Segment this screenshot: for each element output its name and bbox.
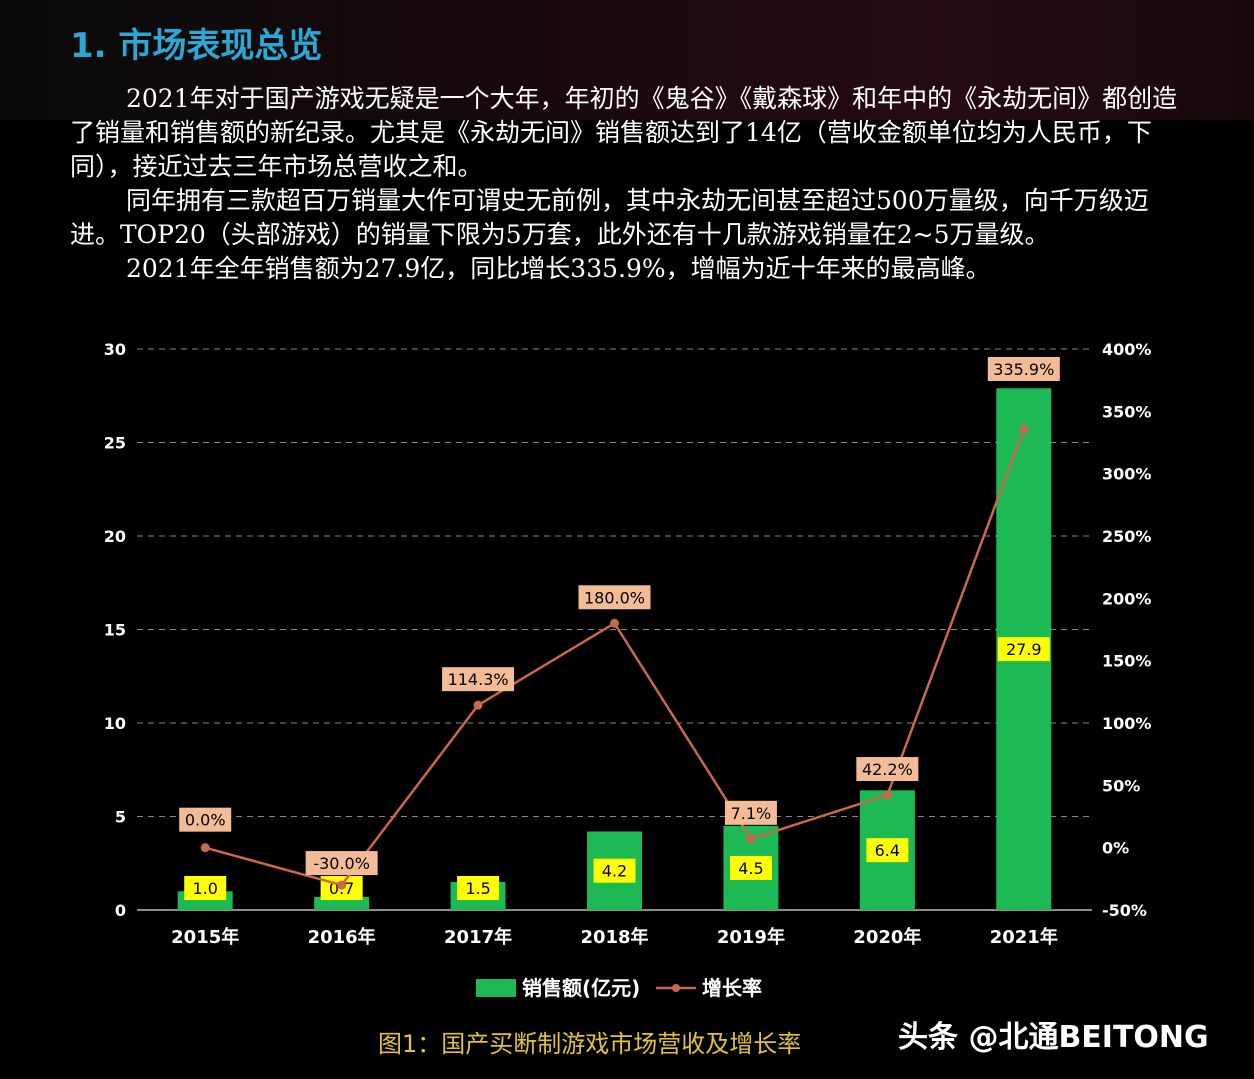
line-value-label: 0.0%	[185, 811, 226, 830]
line-label-bg	[442, 667, 515, 692]
paragraph: 2021年全年销售额为27.9亿，同比增长335.9%，增幅为近十年来的最高峰。	[126, 254, 991, 283]
y-right-tick-label: 150%	[1102, 652, 1151, 671]
x-tick-label: 2015年	[171, 926, 239, 948]
line-label-bg	[724, 800, 777, 825]
line-value-label: 7.1%	[731, 804, 772, 823]
y-right-tick-label: 100%	[1102, 714, 1151, 733]
line-label-bg	[987, 357, 1060, 381]
legend-label: 销售额(亿元)	[522, 976, 640, 1000]
section-heading: 1. 市场表现总览	[70, 26, 323, 66]
x-tick-label: 2016年	[308, 926, 376, 948]
x-tick-label: 2020年	[853, 926, 921, 948]
y-left-tick-label: 5	[115, 808, 126, 827]
y-left-tick-label: 10	[104, 714, 126, 733]
legend-swatch-bar	[476, 979, 516, 997]
header-background	[0, 0, 1254, 120]
legend-swatch-point	[672, 984, 680, 992]
y-right-tick-label: 50%	[1102, 776, 1140, 795]
bar-value-label: 1.0	[192, 879, 217, 898]
bar-value-label: 27.9	[1006, 640, 1042, 659]
bar-value-label: 4.2	[602, 862, 627, 881]
bar-label-bg	[729, 855, 772, 880]
bar-label-bg	[866, 838, 909, 863]
bar-value-label: 4.5	[738, 859, 763, 878]
paragraph: 2021年对于国产游戏无疑是一个大年，年初的《鬼谷》《戴森球》和年中的《永劫无间…	[70, 84, 1178, 181]
watermark: 头条 @北通BEITONG	[898, 1020, 1209, 1055]
y-left-tick-label: 15	[104, 621, 126, 640]
line-value-label: 335.9%	[993, 360, 1054, 379]
line-label-bg	[578, 585, 651, 610]
growth-point	[1019, 424, 1029, 434]
growth-point	[882, 790, 892, 800]
legend-label: 增长率	[702, 976, 762, 1000]
growth-point	[337, 880, 347, 890]
y-right-tick-label: -50%	[1102, 901, 1147, 920]
bar-label-bg	[997, 637, 1050, 662]
line-value-label: 42.2%	[862, 760, 913, 779]
y-left-tick-label: 25	[104, 434, 126, 453]
y-left-tick-label: 0	[115, 901, 126, 920]
y-right-tick-label: 0%	[1102, 839, 1129, 858]
y-right-tick-label: 300%	[1102, 465, 1151, 484]
growth-point	[200, 843, 210, 853]
bar	[314, 896, 370, 910]
line-value-label: -30.0%	[313, 854, 370, 873]
bar-label-bg	[593, 858, 636, 883]
y-left-tick-label: 20	[104, 527, 126, 546]
growth-point	[746, 834, 756, 844]
body-text: 2021年对于国产游戏无疑是一个大年，年初的《鬼谷》《戴森球》和年中的《永劫无间…	[70, 82, 1190, 286]
growth-point	[473, 700, 483, 710]
bar-value-label: 1.5	[465, 879, 490, 898]
y-right-tick-label: 400%	[1102, 340, 1151, 359]
bar-value-label: 6.4	[875, 841, 900, 860]
growth-point	[610, 618, 619, 628]
x-tick-label: 2021年	[990, 926, 1058, 948]
y-right-tick-label: 200%	[1102, 589, 1151, 608]
x-tick-label: 2018年	[580, 926, 648, 948]
line-label-bg	[179, 807, 232, 832]
line-label-bg	[856, 757, 919, 782]
x-tick-label: 2019年	[717, 926, 785, 948]
y-right-tick-label: 350%	[1102, 402, 1151, 421]
bar-label-bg	[184, 876, 227, 900]
y-right-tick-label: 250%	[1102, 527, 1151, 546]
line-value-label: 180.0%	[584, 588, 645, 607]
line-value-label: 114.3%	[448, 670, 509, 689]
x-tick-label: 2017年	[444, 926, 512, 948]
line-label-bg	[305, 851, 378, 876]
y-left-tick-label: 30	[104, 340, 126, 359]
paragraph: 同年拥有三款超百万销量大作可谓史无前例，其中永劫无间甚至超过500万量级，向千万…	[70, 186, 1149, 249]
bar-label-bg	[457, 876, 500, 900]
figure-caption: 图1：国产买断制游戏市场营收及增长率	[378, 1030, 802, 1058]
